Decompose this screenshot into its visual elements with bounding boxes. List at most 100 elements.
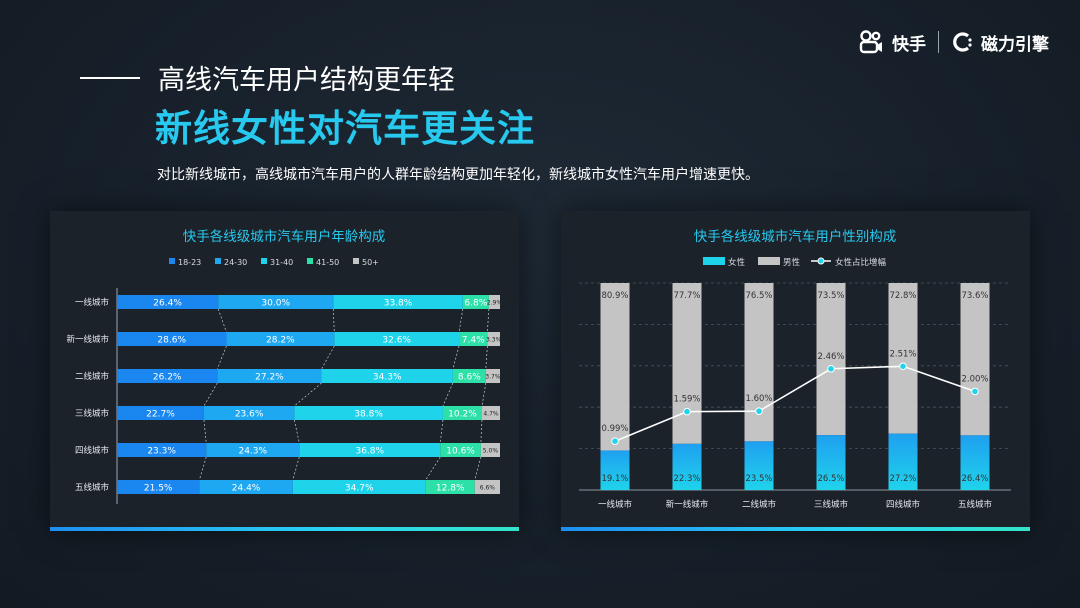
female-bar — [888, 433, 918, 490]
growth-data-label: 2.51% — [889, 349, 916, 359]
female-data-label: 22.3% — [673, 474, 700, 484]
legend-swatch — [353, 258, 359, 264]
data-label: 10.2% — [448, 410, 477, 420]
data-label: 12.8% — [436, 484, 465, 494]
legend-swatch — [758, 257, 780, 265]
headline-title: 高线汽车用户结构更年轻 — [80, 58, 455, 97]
bar-segment — [218, 295, 334, 309]
data-label: 27.2% — [255, 373, 284, 383]
legend-label: 女性占比增幅 — [835, 257, 887, 268]
bar-segment — [425, 480, 475, 494]
bar-segment — [206, 443, 300, 457]
bar-segment — [292, 480, 426, 494]
brand-logos: 快手 磁力引擎 — [858, 28, 1049, 56]
connector-line — [217, 308, 227, 333]
data-label: 3.3% — [486, 337, 502, 344]
bar-segment — [481, 406, 500, 420]
legend-label: 24-30 — [224, 258, 247, 267]
category-label: 四线城市 — [75, 445, 110, 456]
data-label: 2.9% — [487, 300, 503, 307]
growth-marker — [971, 387, 979, 396]
legend-swatch — [703, 257, 725, 265]
bar-segment — [474, 480, 500, 494]
male-bar — [816, 283, 846, 436]
female-data-label: 19.1% — [601, 474, 628, 484]
data-label: 4.7% — [483, 411, 499, 418]
data-label: 3.7% — [485, 374, 501, 381]
category-label: 新一线城市 — [66, 334, 109, 345]
data-label: 23.6% — [235, 410, 264, 420]
age-chart-panel: 快手各线级城市汽车用户年龄构成 18-23 24-30 31-40 41-50 50+ 一线… — [50, 211, 519, 531]
category-label: 一线城市 — [598, 499, 633, 510]
bar-segment — [321, 369, 453, 383]
female-data-label: 23.5% — [745, 474, 772, 484]
data-label: 23.3% — [147, 447, 176, 457]
data-label: 26.4% — [153, 299, 182, 309]
connector-line — [199, 456, 207, 481]
connector-line — [425, 456, 441, 481]
legend-label: 50+ — [362, 258, 379, 267]
female-bar — [672, 443, 702, 490]
data-label: 28.6% — [157, 336, 186, 346]
legend-label: 男性 — [783, 257, 801, 268]
category-label: 五线城市 — [958, 499, 993, 510]
legend-label: 31-40 — [270, 258, 293, 267]
cili-logo-icon — [953, 32, 972, 52]
bar-segment — [334, 332, 460, 346]
data-label: 30.0% — [261, 299, 290, 309]
male-bar — [672, 283, 702, 444]
age-composition-chart: 快手各线级城市汽车用户年龄构成 18-23 24-30 31-40 41-50 50+ 一线… — [66, 228, 503, 504]
female-data-label: 26.4% — [961, 474, 988, 484]
connector-line — [485, 345, 488, 370]
connector-line — [439, 419, 444, 444]
bar-segment — [299, 443, 441, 457]
bar-segment — [117, 406, 204, 420]
male-data-label: 73.5% — [817, 291, 844, 301]
bar-segment — [485, 369, 500, 383]
data-label: 5.0% — [483, 448, 499, 455]
growth-marker — [755, 407, 763, 415]
category-label: 三线城市 — [75, 408, 110, 419]
data-label: 38.8% — [354, 410, 383, 420]
growth-data-label: 2.46% — [817, 352, 844, 362]
connector-line — [293, 419, 300, 444]
category-label: 一线城市 — [75, 297, 110, 308]
connector-line — [294, 382, 322, 407]
data-label: 21.5% — [144, 484, 173, 494]
legend-label: 女性 — [728, 257, 746, 268]
female-data-label: 26.5% — [817, 474, 844, 484]
growth-data-label: 1.60% — [745, 394, 772, 404]
growth-data-label: 2.00% — [961, 374, 988, 384]
gender-chart-panel: 快手各线级城市汽车用户性别构成 女性 男性 女性占比增幅 80.9% 19.1% 一线城市 7… — [561, 211, 1030, 531]
bar-segment — [217, 369, 322, 383]
kuaishou-brand-name: 快手 — [892, 34, 926, 55]
data-label: 26.2% — [153, 373, 182, 383]
data-label: 24.3% — [238, 447, 267, 457]
cili-brand-name: 磁力引擎 — [981, 34, 1049, 55]
male-data-label: 76.5% — [745, 291, 772, 301]
data-label: 36.8% — [355, 447, 384, 457]
connector-line — [480, 419, 483, 444]
bar-segment — [462, 295, 489, 309]
category-label: 四线城市 — [886, 499, 921, 510]
bar-segment — [226, 332, 335, 346]
bar-segment — [117, 332, 227, 346]
growth-data-label: 1.59% — [673, 395, 700, 405]
growth-marker — [899, 362, 907, 371]
bar-segment — [203, 406, 295, 420]
legend-swatch — [307, 258, 313, 264]
headline-highlight: 新线女性对汽车更关注 — [155, 107, 535, 150]
male-bar — [960, 283, 990, 436]
connector-line — [203, 419, 207, 444]
bar-segment — [440, 443, 481, 457]
legend-swatch — [261, 258, 267, 264]
male-data-label: 72.8% — [889, 291, 916, 301]
connector-line — [217, 345, 227, 370]
bar-segment — [488, 295, 500, 309]
data-label: 6.6% — [480, 485, 496, 492]
legend-label: 18-23 — [178, 258, 201, 267]
category-label: 新一线城市 — [666, 499, 709, 510]
legend-swatch — [215, 258, 221, 264]
category-label: 三线城市 — [814, 499, 849, 510]
